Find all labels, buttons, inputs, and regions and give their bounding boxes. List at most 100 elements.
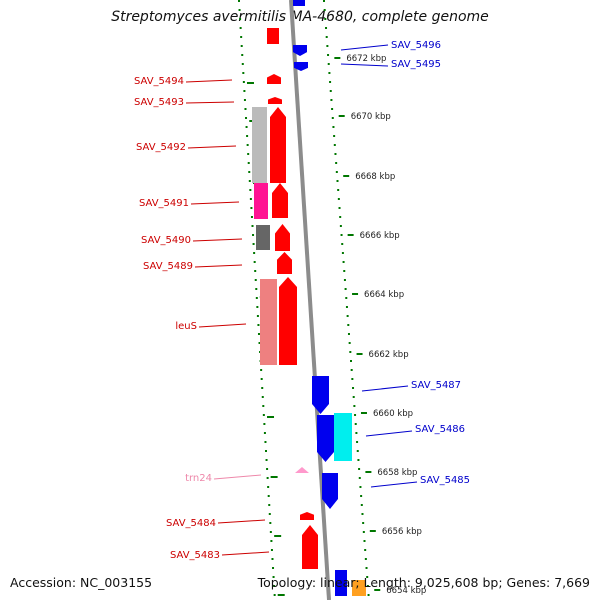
track-dot: [352, 387, 355, 389]
track-dot: [340, 234, 343, 236]
track-dot: [273, 594, 276, 596]
track-dot: [323, 9, 326, 11]
track-dot: [335, 162, 338, 164]
gene-SAV_5489: [277, 252, 292, 274]
track-dot: [337, 189, 340, 191]
track-dot: [354, 414, 357, 416]
map-title: Streptomyces avermitilis MA-4680, comple…: [111, 9, 489, 25]
gene-label-SAV_5493: SAV_5493: [134, 97, 184, 108]
feature-bottom-orange: [352, 580, 366, 596]
track-dot: [358, 477, 361, 479]
track-dot: [266, 477, 269, 479]
gene-upstream-stub: [267, 28, 279, 44]
track-dot: [364, 558, 367, 560]
track-dot: [339, 225, 342, 227]
track-dot: [246, 135, 249, 137]
gene-SAV_5495: [294, 62, 308, 71]
rna-trn24: [295, 467, 309, 473]
gene-SAV_5490: [275, 224, 290, 251]
track-dot: [366, 576, 369, 578]
track-dot: [362, 522, 365, 524]
track-dot: [333, 144, 336, 146]
track-dot: [251, 225, 254, 227]
scale-tick-label: 6664 kbp: [364, 290, 404, 300]
track-dot: [343, 270, 346, 272]
feature-SAV_5486-cyan: [334, 413, 352, 461]
track-dot: [249, 189, 252, 191]
track-dot: [255, 288, 258, 290]
track-dot: [245, 117, 248, 119]
track-dot: [239, 27, 242, 29]
gene-label-SAV_5495: SAV_5495: [391, 59, 441, 70]
track-dot: [366, 585, 369, 587]
track-dot: [352, 396, 355, 398]
track-dot: [253, 252, 256, 254]
track-dot: [327, 63, 330, 65]
track-dot: [339, 216, 342, 218]
scale-tick-label: 6654 kbp: [386, 586, 426, 596]
scale-tick-label: 6666 kbp: [360, 231, 400, 241]
track-dot: [267, 495, 270, 497]
track-dot: [256, 306, 259, 308]
track-dot: [256, 315, 259, 317]
track-dot: [337, 198, 340, 200]
track-dot: [323, 0, 325, 2]
track-dot: [344, 288, 347, 290]
track-dot: [266, 468, 269, 470]
scale-tick-label: 6662 kbp: [369, 350, 409, 360]
track-dot: [257, 333, 260, 335]
gene-SAV_5494: [267, 74, 281, 84]
track-dot: [248, 171, 251, 173]
gene-label-SAV_5494: SAV_5494: [134, 76, 184, 87]
gene-label-SAV_5491: SAV_5491: [139, 198, 189, 209]
track-dot: [239, 18, 242, 20]
track-dot: [241, 54, 244, 56]
gene-label-SAV_5484: SAV_5484: [166, 518, 216, 529]
track-dot: [331, 117, 334, 119]
feature-SAV_5491-magenta: [254, 183, 268, 219]
track-dot: [257, 324, 260, 326]
track-dot: [350, 369, 353, 371]
gene-label-SAV_5490: SAV_5490: [141, 235, 191, 246]
gene-label-SAV_5492: SAV_5492: [136, 142, 186, 153]
gene-label-SAV_5489: SAV_5489: [143, 261, 193, 272]
track-dot: [345, 306, 348, 308]
track-dot: [268, 513, 271, 515]
feature-SAV_5492-grey: [252, 107, 267, 183]
gene-SAV_5483: [302, 525, 318, 569]
track-dot: [330, 99, 333, 101]
gene-SAV_5493: [268, 97, 282, 104]
track-dot: [240, 45, 243, 47]
track-dot: [361, 513, 364, 515]
label-leader-trn24: [213, 474, 262, 480]
track-dot: [333, 135, 336, 137]
gene-SAV_5491: [272, 183, 288, 218]
track-dot: [250, 216, 253, 218]
gene-leuS: [279, 277, 297, 365]
label-leader-leuS: [198, 323, 247, 328]
track-dot: [249, 198, 252, 200]
track-dot: [363, 540, 366, 542]
track-dot: [331, 108, 334, 110]
track-dot: [359, 486, 362, 488]
label-leader-SAV_5486: [365, 430, 413, 437]
track-dot: [244, 108, 247, 110]
track-dot: [241, 63, 244, 65]
track-dot: [265, 459, 268, 461]
track-dot: [270, 540, 273, 542]
track-dot: [243, 99, 246, 101]
track-dot: [247, 162, 250, 164]
track-dot: [350, 360, 352, 362]
track-dot: [265, 450, 267, 452]
track-dot: [342, 261, 345, 263]
track-dot: [238, 9, 241, 11]
track-dot: [326, 45, 329, 47]
track-dot: [336, 180, 339, 182]
gene-SAV_5486: [317, 415, 334, 462]
label-leader-SAV_5494: [185, 79, 233, 83]
gene-label-trn24: trn24: [185, 473, 212, 484]
gene-label-SAV_5486: SAV_5486: [415, 424, 465, 435]
feature-leuS-salmon: [260, 279, 277, 365]
track-dot: [347, 333, 350, 335]
label-leader-SAV_5496: [340, 44, 389, 51]
